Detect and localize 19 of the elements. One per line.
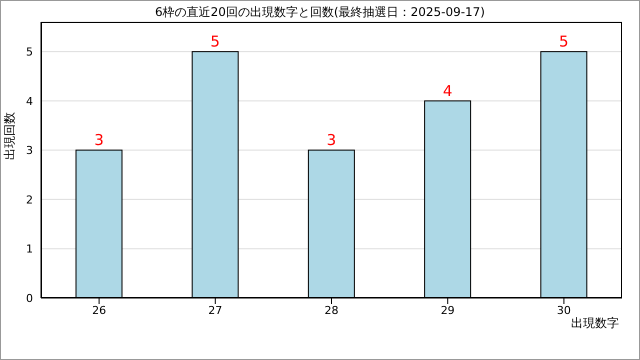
x-tick-label: 26 xyxy=(92,304,106,317)
data-label: 4 xyxy=(442,82,452,100)
data-label: 5 xyxy=(559,32,569,51)
y-tick-label: 4 xyxy=(26,94,33,108)
data-label: 3 xyxy=(326,131,336,150)
x-tick-label: 28 xyxy=(324,304,338,317)
y-tick-label: 0 xyxy=(26,292,33,305)
chart-title: 6枠の直近20回の出現数字と回数(最終抽選日：2025-09-17) xyxy=(154,4,486,21)
data-label: 5 xyxy=(210,32,220,51)
y-axis-title: 出現回数 xyxy=(2,112,16,160)
y-tick-label: 3 xyxy=(26,144,33,158)
y-tick-label: 2 xyxy=(26,193,33,206)
x-tick-label: 30 xyxy=(556,304,571,317)
x-tick-label: 29 xyxy=(440,304,455,317)
y-tick-label: 1 xyxy=(26,242,33,256)
data-label: 3 xyxy=(94,131,104,150)
x-axis-title: 出現数字 xyxy=(571,315,619,332)
y-tick-label: 5 xyxy=(26,45,33,58)
x-tick-label: 27 xyxy=(208,304,222,317)
